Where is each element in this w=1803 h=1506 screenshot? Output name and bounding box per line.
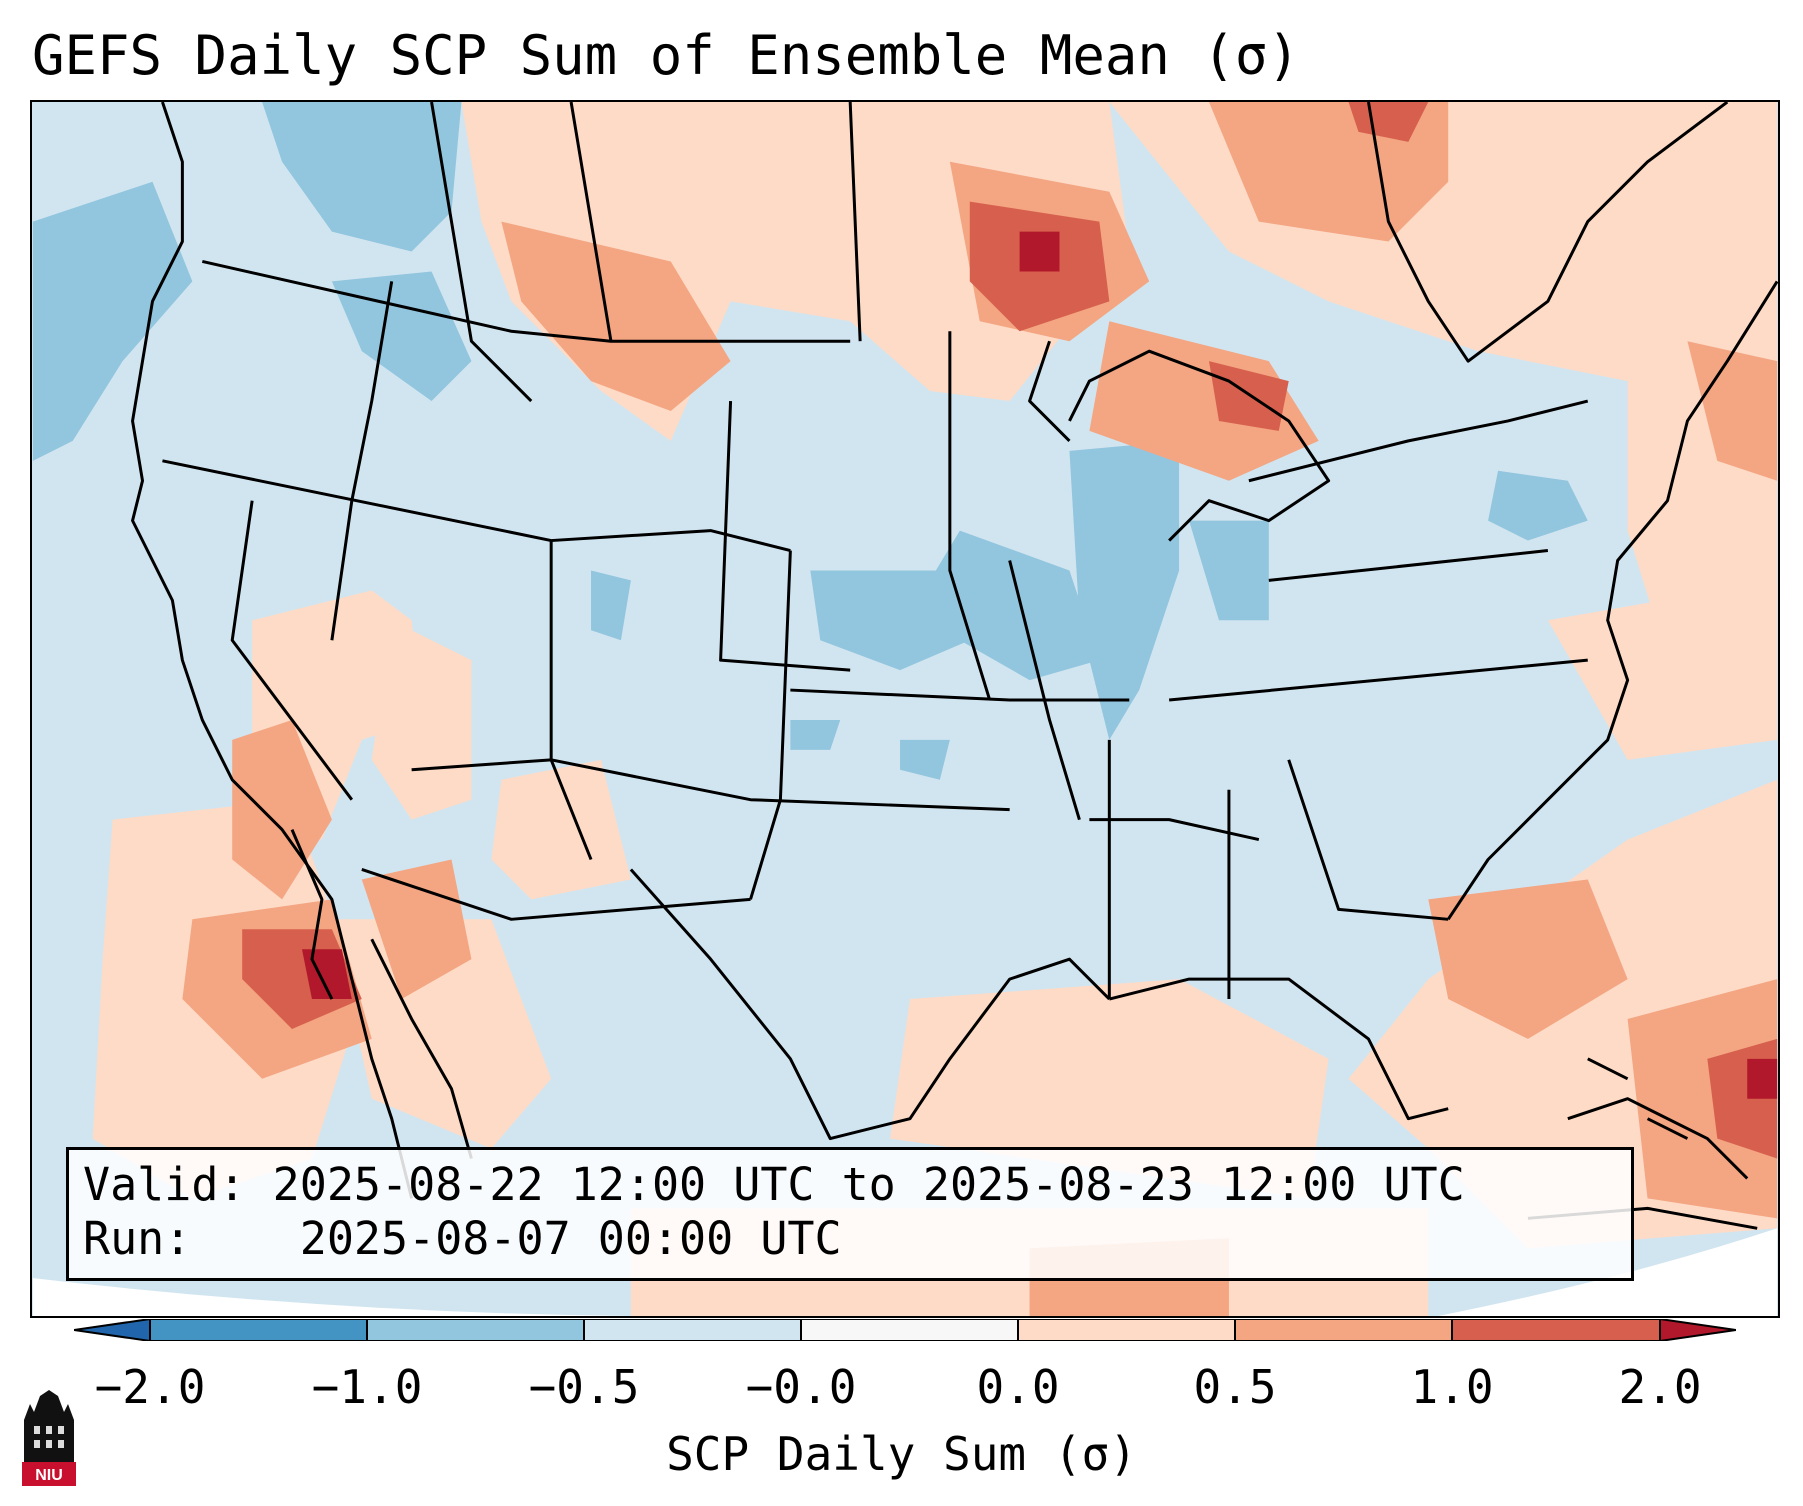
colorbar-tick-label: 0.5	[1193, 1360, 1277, 1414]
colorbar-tick-label: 2.0	[1618, 1360, 1702, 1414]
colorbar-tick-label: 0.0	[976, 1360, 1060, 1414]
scp-field-map	[32, 102, 1778, 1316]
map-panel	[30, 100, 1780, 1318]
colorbar-bin-5	[1018, 1319, 1235, 1341]
colorbar-axis-label: SCP Daily Sum (σ)	[666, 1427, 1137, 1481]
colorbar-extend-high	[1660, 1319, 1736, 1341]
colorbar-bin-4	[801, 1319, 1018, 1341]
coastlines-and-borders	[131, 102, 1778, 1230]
run-value: 2025-08-07 00:00 UTC	[299, 1212, 842, 1265]
valid-run-info-box: Valid: 2025-08-22 12:00 UTC to 2025-08-2…	[66, 1147, 1634, 1281]
colorbar-tick-label: −2.0	[94, 1360, 206, 1414]
negative-anomaly-regions	[32, 102, 1588, 780]
niu-logo-icon: NIU	[22, 1390, 76, 1486]
run-label: Run:	[83, 1212, 192, 1265]
colorbar-bin-3	[584, 1319, 801, 1341]
colorbar-bin-6	[1235, 1319, 1452, 1341]
valid-label: Valid:	[83, 1158, 246, 1211]
colorbar-extend-low	[74, 1319, 150, 1341]
valid-value: 2025-08-22 12:00 UTC to 2025-08-23 12:00…	[272, 1158, 1465, 1211]
colorbar-tick-label: −1.0	[311, 1360, 423, 1414]
colorbar-bin-1	[150, 1319, 367, 1341]
map-title: GEFS Daily SCP Sum of Ensemble Mean (σ)	[32, 24, 1300, 87]
colorbar-tick-label: −0.5	[528, 1360, 640, 1414]
colorbar-bin-7	[1452, 1319, 1660, 1341]
colorbar-bin-2	[367, 1319, 584, 1341]
colorbar	[74, 1319, 1736, 1341]
colorbar-tick-label: 1.0	[1410, 1360, 1494, 1414]
logo-text: NIU	[35, 1467, 63, 1484]
colorbar-tick-label: −0.0	[745, 1360, 857, 1414]
